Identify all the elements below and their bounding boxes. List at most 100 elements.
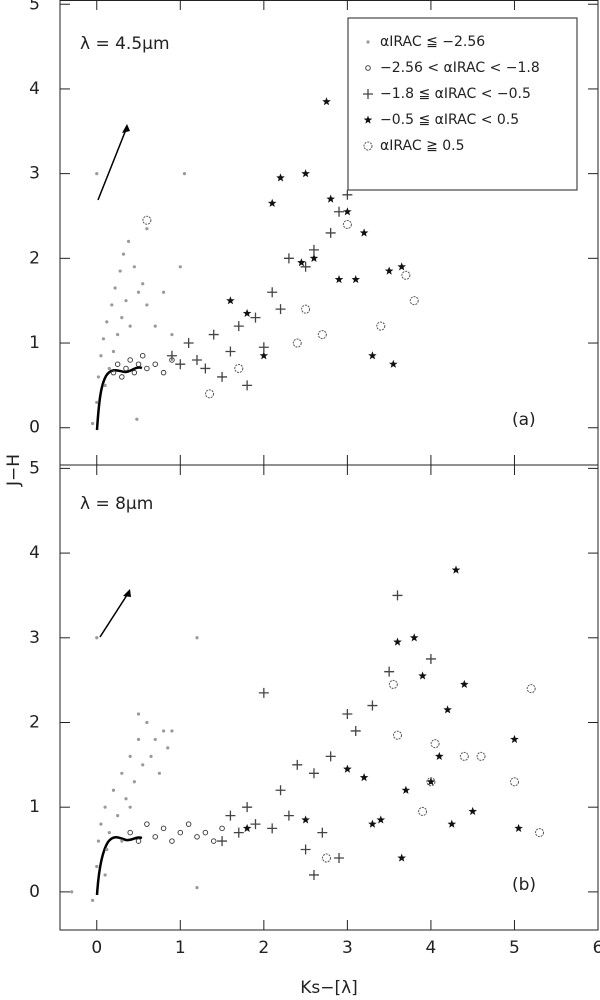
point [153,324,157,328]
point [149,754,153,758]
point [136,290,141,294]
point [166,746,170,750]
point [392,590,403,601]
point [178,265,182,269]
point [242,802,253,813]
point [334,206,345,217]
panel-label: (b) [512,875,536,895]
point [259,351,269,360]
y-tick-label: 2 [29,712,40,732]
point [217,836,228,847]
point [135,838,142,844]
point [267,823,278,834]
point [368,351,377,360]
point [99,822,103,826]
point [124,299,128,303]
y-axis-label: J−H [4,454,24,487]
point [425,653,436,664]
point [430,739,440,749]
point [350,725,361,736]
point [297,258,306,267]
arrow-head [123,589,131,597]
point [182,172,187,176]
point [194,834,200,840]
point [267,198,277,207]
point [426,777,436,787]
point [111,349,116,354]
point [166,350,177,361]
point [451,565,461,574]
y-tick-label: 2 [29,248,40,268]
point [95,172,99,176]
point [160,825,167,832]
x-tick-label: 3 [342,938,353,958]
legend-marker [363,141,373,151]
point [343,207,352,216]
point [175,359,186,370]
point [476,751,486,761]
legend-marker [366,40,370,44]
point [141,763,145,767]
point [459,751,469,761]
point [401,785,411,794]
point [127,829,133,836]
point [435,751,444,760]
point [509,777,519,787]
point [334,275,344,284]
point [443,705,452,714]
point [292,338,302,348]
point [161,729,166,733]
legend-label: −0.5 ≦ αIRAC < 0.5 [380,112,519,128]
point [397,853,406,862]
point [132,265,136,269]
point [145,303,149,307]
y-tick-label: 4 [29,543,40,563]
point [308,244,319,255]
point [250,312,261,323]
point [409,296,419,306]
point [384,666,395,677]
point [153,737,157,742]
point [70,890,74,894]
point [113,286,117,290]
point [275,304,286,315]
point [300,844,311,855]
point [322,97,331,106]
panel-label: (a) [512,410,536,430]
point [535,828,545,838]
point [185,821,192,827]
point [161,290,166,294]
y-tick-label: 5 [29,0,40,14]
point [99,354,103,358]
point [145,720,149,725]
point [169,838,175,844]
point [119,374,125,380]
x-tick-label: 1 [175,938,186,958]
point [376,321,386,331]
point [401,270,411,280]
point [195,886,199,890]
y-tick-label: 1 [29,333,40,353]
point [132,780,136,784]
y-tick-label: 4 [29,79,40,99]
point [120,839,124,843]
point [120,771,124,775]
point [242,380,253,391]
point [103,383,107,387]
point [233,321,244,332]
point [136,737,141,742]
point [384,266,394,275]
point [217,371,228,382]
point [225,810,236,821]
intrinsic-locus [95,836,143,896]
point [309,253,319,262]
point [510,734,519,744]
point [233,827,244,838]
point [110,303,114,307]
point [376,815,386,824]
point [317,827,328,838]
point [210,838,217,844]
point [160,369,167,376]
point [325,751,336,762]
